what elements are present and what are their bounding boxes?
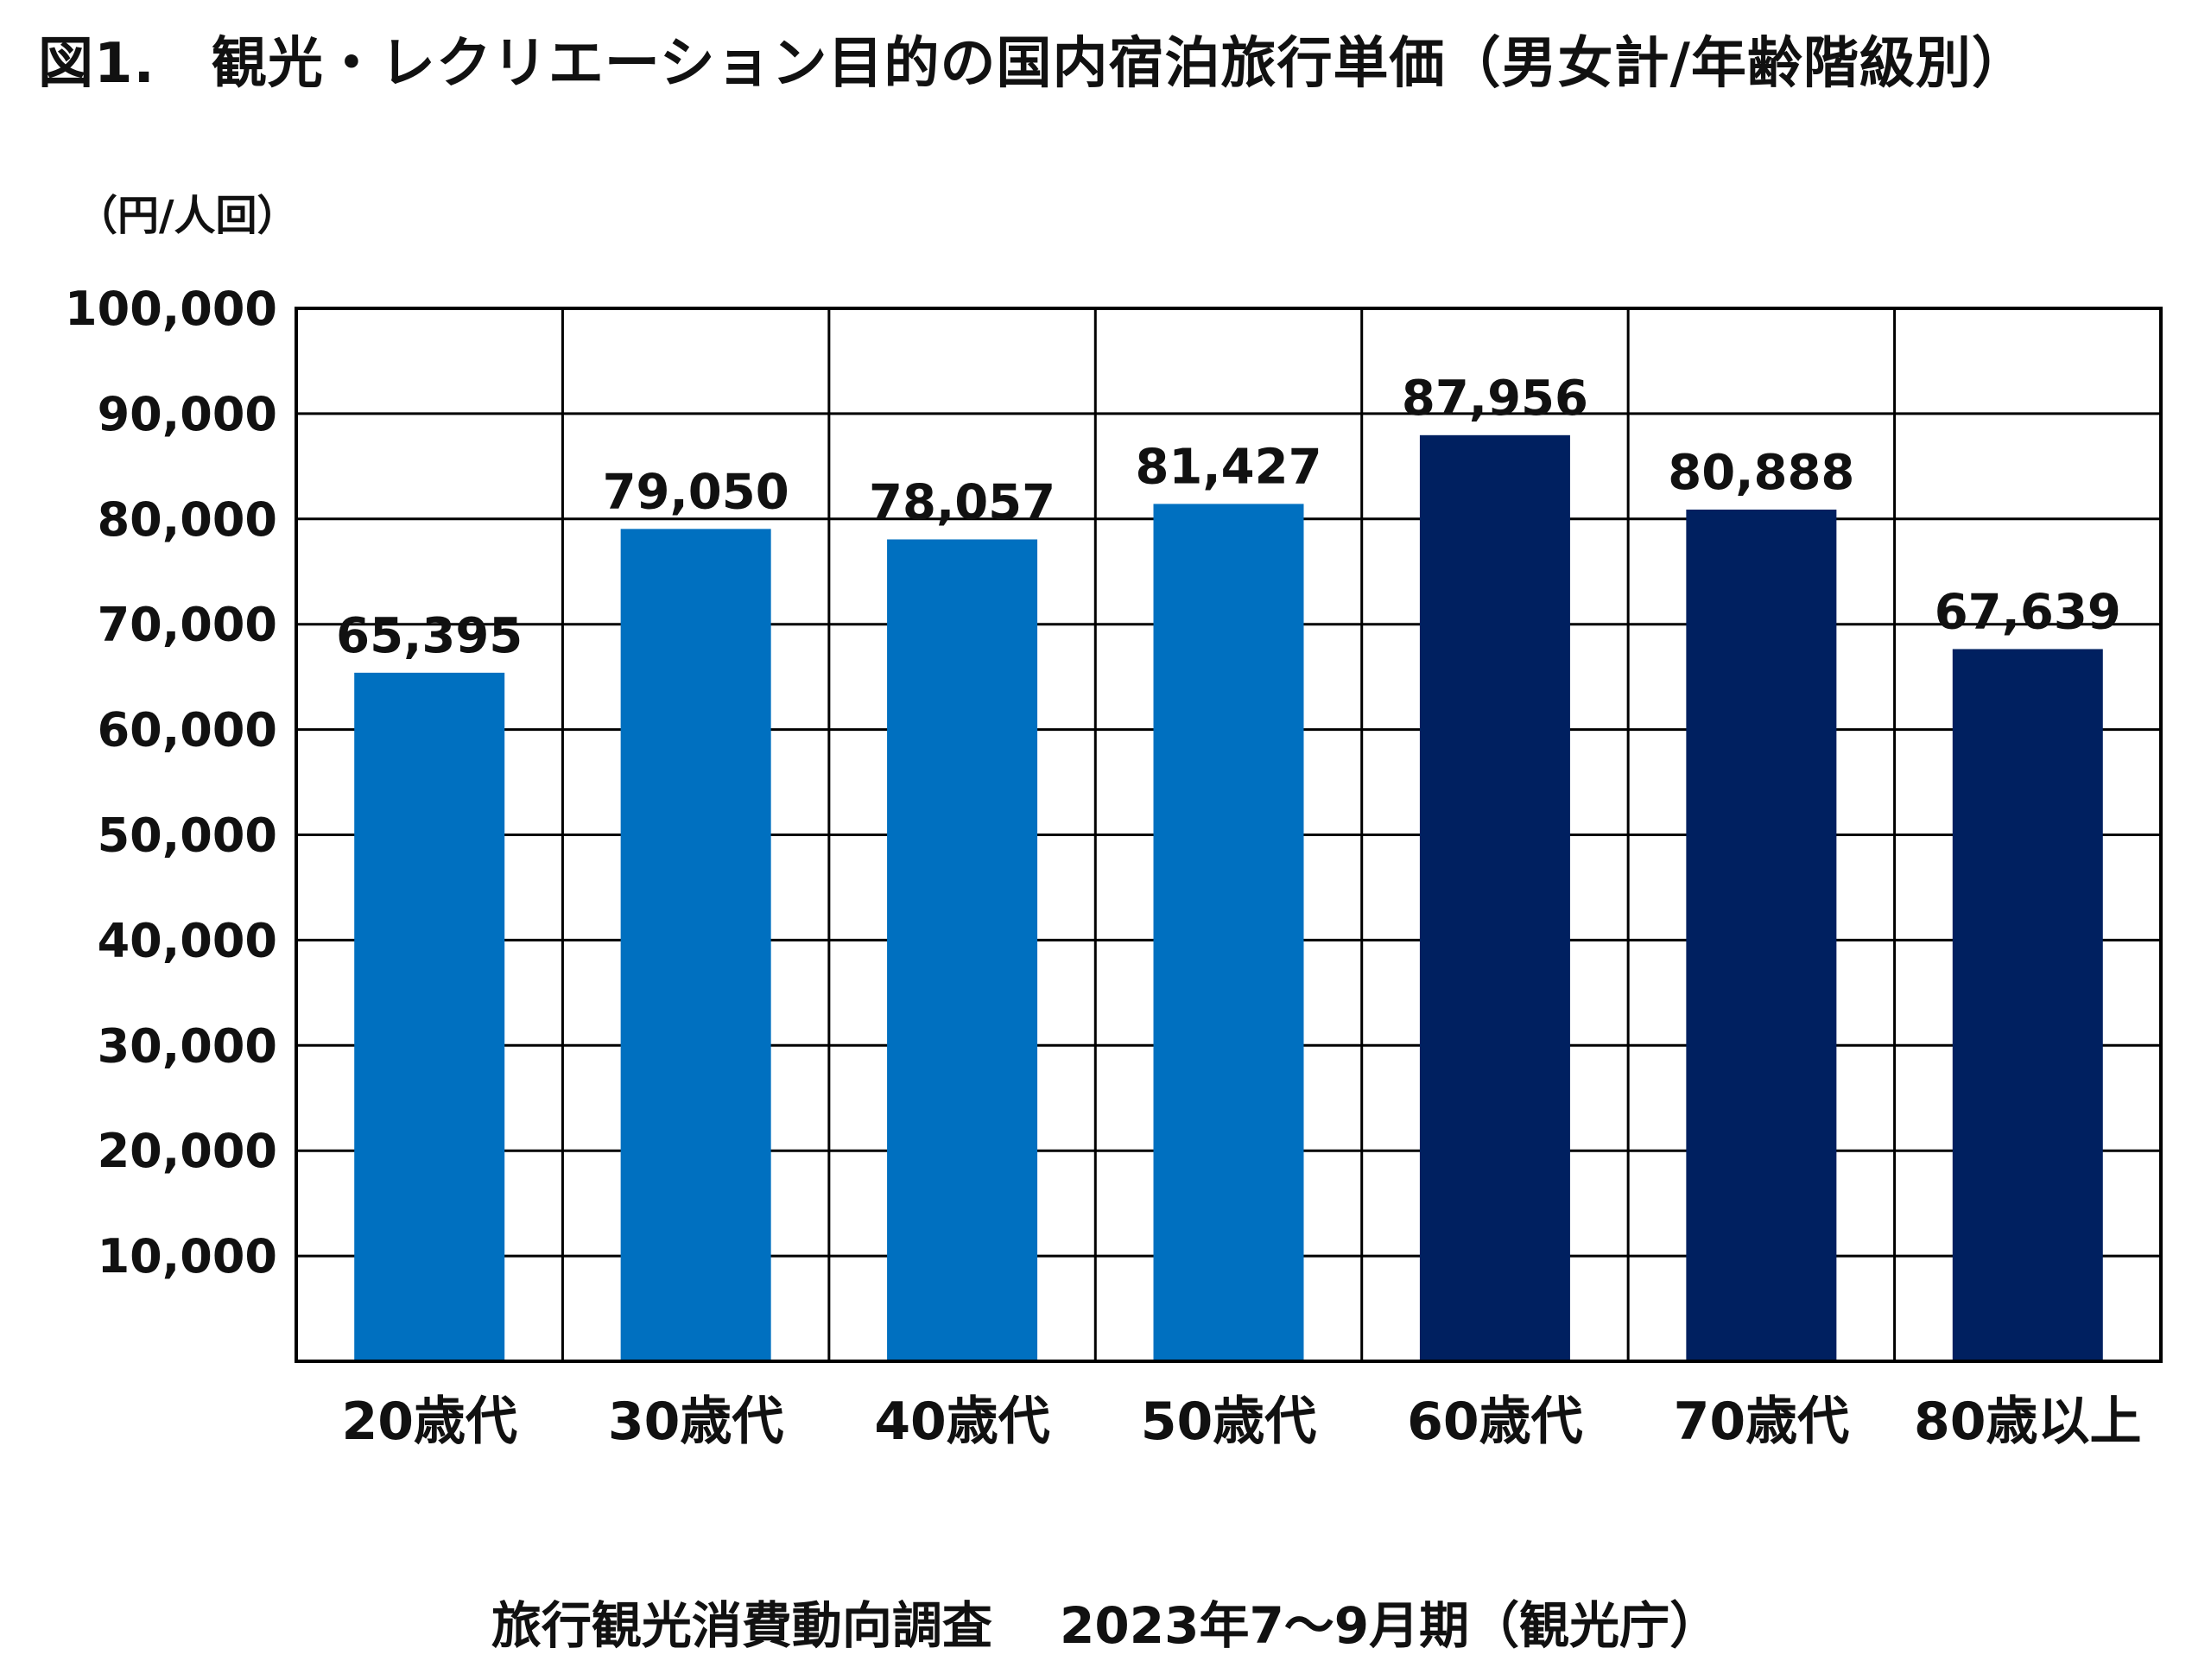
- x-tick-label: 50歳代: [1141, 1392, 1317, 1452]
- x-tick-label: 80歳以上: [1914, 1392, 2142, 1452]
- data-label: 80,888: [1668, 445, 1854, 501]
- y-tick-label: 10,000: [98, 1229, 277, 1284]
- y-tick-label: 40,000: [98, 913, 277, 967]
- bar-20歳代: [354, 672, 505, 1360]
- data-label: 81,427: [1135, 439, 1321, 495]
- data-label: 78,057: [869, 474, 1055, 530]
- x-tick-label: 60歳代: [1407, 1392, 1583, 1452]
- y-tick-label: 80,000: [98, 492, 277, 547]
- y-tick-label: 60,000: [98, 703, 277, 758]
- data-label: 79,050: [603, 464, 789, 520]
- x-tick-label: 40歳代: [874, 1392, 1050, 1452]
- bar-40歳代: [887, 539, 1038, 1360]
- bar-50歳代: [1153, 504, 1304, 1360]
- chart-title: 図1. 観光・レクリエーション目的の国内宿泊旅行単価（男女計/年齢階級別）: [38, 32, 2028, 96]
- data-label: 65,395: [336, 608, 523, 664]
- y-axis-unit-label: （円/人回）: [76, 192, 299, 240]
- y-tick-label: 30,000: [98, 1018, 277, 1073]
- bar-60歳代: [1419, 434, 1570, 1360]
- y-tick-label: 50,000: [98, 808, 277, 863]
- y-tick-label: 100,000: [65, 282, 277, 336]
- bar-80歳以上: [1952, 649, 2103, 1360]
- y-tick-label: 90,000: [98, 387, 277, 441]
- y-tick-label: 20,000: [98, 1124, 277, 1178]
- plot-border: [295, 307, 2163, 1363]
- source-caption: 旅行観光消費動向調査 2023年7～9月期（観光庁）: [491, 1596, 1720, 1655]
- bar-30歳代: [620, 529, 771, 1360]
- data-label: 67,639: [1935, 584, 2121, 640]
- data-label: 87,956: [1402, 371, 1588, 427]
- y-tick-label: 70,000: [98, 598, 277, 652]
- x-tick-label: 20歳代: [341, 1392, 517, 1452]
- x-tick-label: 70歳代: [1674, 1392, 1850, 1452]
- bar-70歳代: [1686, 509, 1837, 1360]
- x-tick-label: 30歳代: [608, 1392, 784, 1452]
